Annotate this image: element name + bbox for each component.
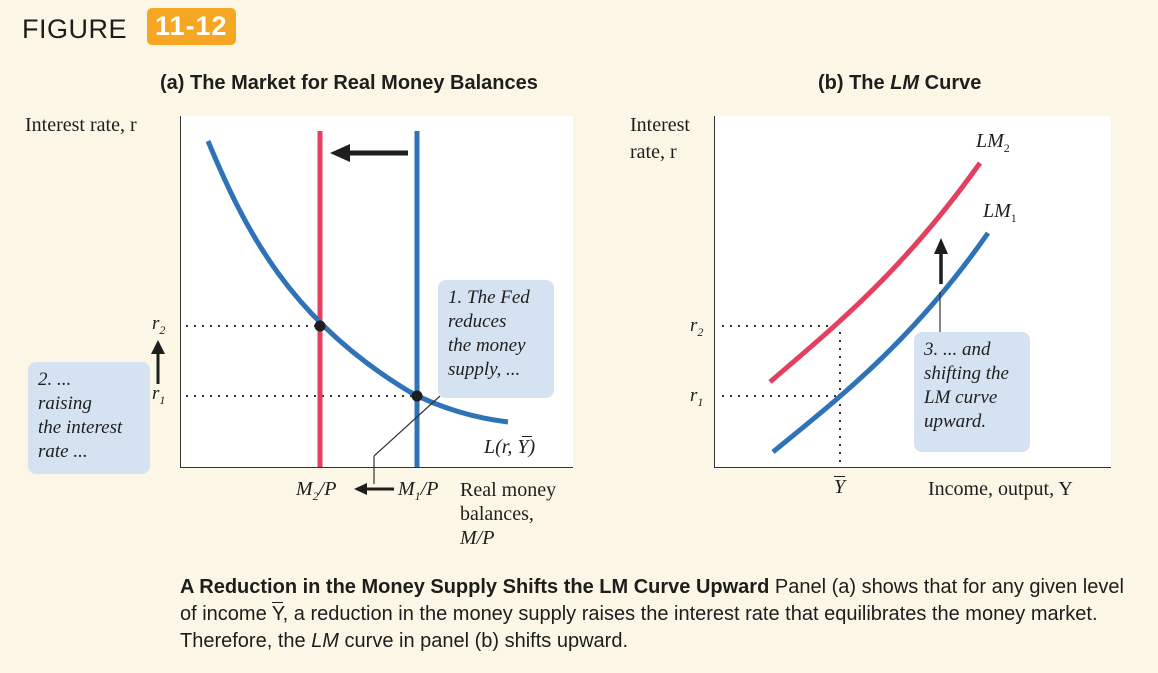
equilibrium-point-1 (411, 390, 423, 402)
callout-shifting-lm: 3. ... and shifting the LM curve upward. (914, 332, 1030, 452)
panel-b-title: (b) The LM Curve (818, 72, 982, 94)
panel-a-title: (a) The Market for Real Money Balances (160, 72, 538, 94)
panel-b-x-axis-label: Income, output, Y (928, 478, 1073, 500)
lm-shift-arrowhead (934, 238, 948, 254)
lm2-label: LM2 (976, 130, 1010, 155)
panel-b-r2-label: r2 (690, 315, 704, 339)
m2-over-p-label: M2/P (296, 478, 337, 503)
caption-title: A Reduction in the Money Supply Shifts t… (180, 576, 770, 598)
x-axis-shift-arrowhead (354, 483, 367, 495)
equilibrium-point-2 (314, 320, 326, 332)
panel-a-y-axis-label: Interest rate, r (25, 114, 137, 136)
panel-b-y-axis-label: Interest rate, r (630, 114, 690, 163)
lm1-label: LM1 (983, 200, 1017, 225)
panel-b-r1-label: r1 (690, 385, 704, 409)
callout-raising-rate: 2. ... raising the interest rate ... (28, 362, 150, 474)
panel-a-r1-label: r1 (152, 383, 166, 407)
supply-shift-arrowhead (330, 144, 350, 162)
panel-a-r2-label: r2 (152, 313, 166, 337)
rate-rise-arrowhead (151, 340, 165, 354)
panel-b-ybar-label: Y (834, 476, 846, 498)
figure-word: FIGURE (22, 14, 128, 44)
panel-a-x-axis-label: Real money balances, M/P (460, 479, 557, 549)
lm2-curve (768, 161, 983, 384)
money-demand-label: L(r, Y) (484, 436, 536, 458)
m1-over-p-label: M1/P (398, 478, 439, 503)
figure-number-badge: 11-12 (147, 8, 236, 45)
callout-fed-reduces: 1. The Fed reduces the money supply, ... (438, 280, 554, 398)
callout-fed-leader-line (373, 395, 441, 457)
money-demand-ybar-overline (522, 436, 532, 437)
panel-b-plot-area (714, 116, 1111, 468)
figure-caption: A Reduction in the Money Supply Shifts t… (180, 576, 1124, 652)
lm1-curve (771, 231, 991, 454)
caption-ybar: Y (271, 602, 283, 625)
money-demand-curve (205, 140, 509, 425)
